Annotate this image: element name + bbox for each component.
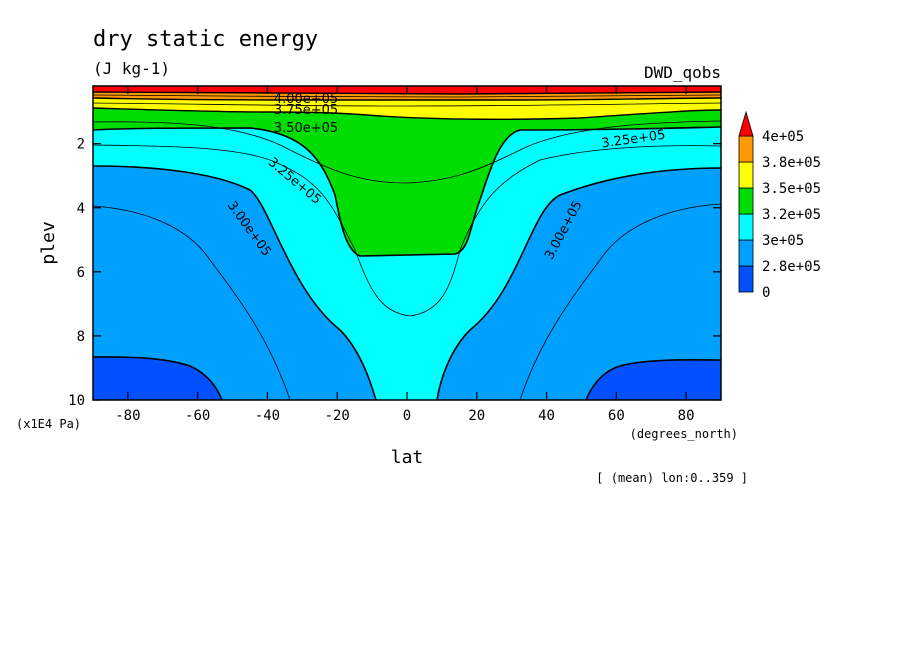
legend-swatch [738,239,754,267]
y-tick-label: 8 [77,329,85,345]
x-tick-label: 80 [678,408,695,424]
legend-swatch [738,161,754,189]
y-tick-label: 6 [77,265,85,281]
contour-label-3.75e5: 3.75e+05 [274,103,338,118]
legend-swatch [738,213,754,241]
legend-swatch [738,187,754,215]
band-3.25e5-3.50e5 [93,86,721,256]
plot-area: 4.00e+05 3.75e+05 3.50e+05 3.25e+05 3.25… [93,86,721,400]
svg-text:3.75e+05: 3.75e+05 [274,103,338,118]
legend-swatch [738,135,754,163]
legend-label: 3e+05 [762,233,804,249]
svg-text:3.50e+05: 3.50e+05 [274,121,338,136]
y-tick-label: 2 [77,137,85,153]
legend-arrow [738,110,754,137]
color-legend: 4e+05 3.8e+05 3.5e+05 3.2e+05 3e+05 2.8e+05 0 [738,110,821,301]
x-tick-label: 60 [608,408,625,424]
x-axis: -80 -60 -40 -20 0 20 40 60 80 [115,86,695,424]
contour-label-4.00e5: 4.00e+05 [274,92,338,107]
chart-title: dry static energy [93,27,318,52]
x-tick-label: -80 [115,408,140,424]
legend-label: 3.5e+05 [762,181,821,197]
contour-lines [93,91,721,400]
y-axis-label: plev [38,221,59,264]
dataset-name: DWD_qobs [644,63,721,82]
x-units: (degrees_north) [630,427,738,441]
legend-label: 0 [762,285,770,301]
mean-note: [ (mean) lon:0..359 ] [596,471,748,485]
x-tick-label: 20 [468,408,485,424]
x-tick-label: -40 [255,408,280,424]
contour-label-3.50e5: 3.50e+05 [274,121,338,136]
legend-label: 3.2e+05 [762,207,821,223]
y-tick-label: 10 [68,393,85,409]
legend-label: 2.8e+05 [762,259,821,275]
legend-label: 3.8e+05 [762,155,821,171]
x-tick-label: 0 [403,408,411,424]
legend-swatch [738,265,754,293]
x-tick-label: -60 [185,408,210,424]
chart-units: (J kg-1) [93,59,170,78]
x-tick-label: 40 [538,408,555,424]
y-tick-label: 4 [77,201,85,217]
y-axis: 2 4 6 8 10 [68,137,721,409]
legend-label: 4e+05 [762,129,804,145]
x-axis-label: lat [391,447,424,468]
x-tick-label: -20 [325,408,350,424]
y-units: (x1E4 Pa) [16,417,81,431]
svg-text:4.00e+05: 4.00e+05 [274,92,338,107]
